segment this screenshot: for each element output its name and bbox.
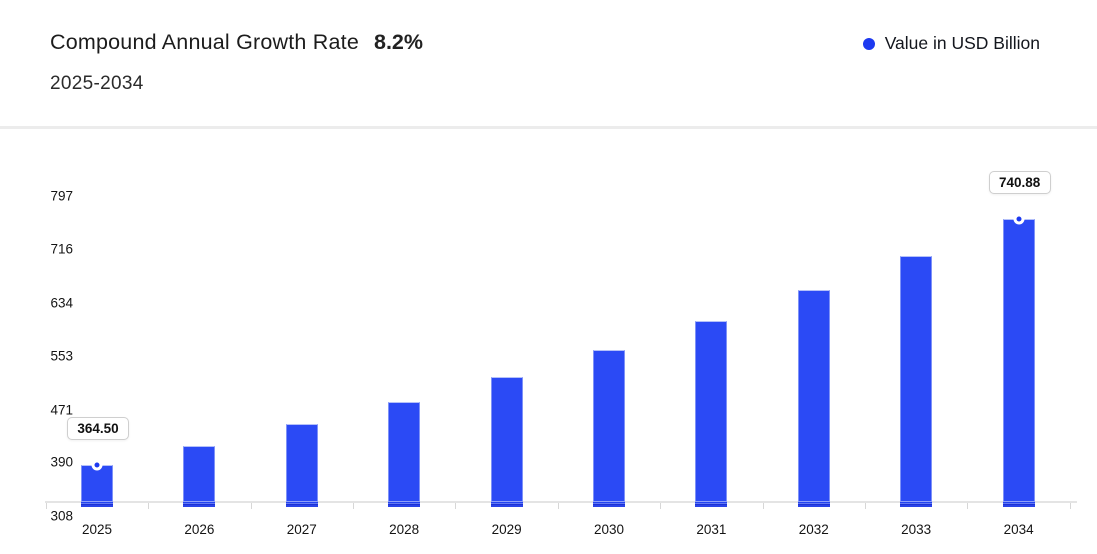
x-axis-tick [148, 503, 150, 509]
x-axis-tick [353, 503, 354, 509]
y-axis-label: 716 [50, 241, 73, 257]
x-axis-label: 2031 [696, 522, 727, 537]
bar-2028[interactable] [388, 401, 421, 507]
x-axis-label: 2033 [901, 522, 932, 537]
bar-2032[interactable] [797, 289, 830, 508]
y-axis-label: 471 [50, 402, 73, 417]
x-axis-tick [865, 503, 866, 509]
bar-2034[interactable] [1002, 219, 1035, 507]
x-axis-label: 2026 [184, 522, 215, 537]
x-axis-label: 2029 [491, 522, 522, 537]
x-axis-tick [45, 503, 47, 509]
x-axis-tick [660, 503, 662, 509]
bar-2033[interactable] [900, 255, 933, 508]
x-axis-label: 2027 [286, 522, 317, 537]
bar-2031[interactable] [695, 321, 728, 507]
bar-2026[interactable] [183, 445, 216, 507]
x-axis-label: 2030 [593, 522, 625, 537]
x-axis-label: 2028 [389, 522, 420, 537]
y-axis-label: 553 [50, 348, 73, 364]
legend-marker-icon [862, 37, 875, 50]
chart-title: Compound Annual Growth Rate [50, 30, 359, 54]
x-axis-tick [1069, 503, 1071, 509]
y-axis-label: 390 [50, 454, 73, 470]
data-point-marker-icon[interactable] [1013, 213, 1025, 225]
x-axis-label: 2025 [81, 522, 113, 537]
data-label-2025: 364.50 [67, 417, 129, 441]
bar-2027[interactable] [285, 424, 318, 507]
x-axis-tick [967, 503, 969, 509]
legend-item-value-usd-billion[interactable]: Value in USD Billion [862, 33, 1040, 54]
x-axis-tick [250, 503, 252, 509]
chart-subtitle: 2025-2034 [50, 73, 144, 94]
x-axis-label: 2034 [1003, 522, 1034, 537]
header-divider [0, 126, 1097, 129]
data-point-marker-icon[interactable] [91, 459, 103, 471]
chart-header: Compound Annual Growth Rate 8.2% [50, 30, 423, 55]
data-label-2034: 740.88 [988, 171, 1051, 195]
x-axis-tick [557, 503, 559, 509]
y-axis-label: 308 [50, 508, 73, 524]
x-axis-line [45, 501, 1077, 503]
x-axis-label: 2032 [798, 522, 829, 537]
legend-label: Value in USD Billion [884, 33, 1040, 53]
bar-2030[interactable] [593, 350, 625, 507]
y-axis-label: 797 [50, 188, 73, 204]
y-axis-label: 634 [50, 295, 73, 311]
bar-2025[interactable] [81, 465, 113, 507]
x-axis-tick [762, 503, 764, 509]
x-axis-tick [455, 503, 457, 509]
bar-2029[interactable] [490, 376, 523, 508]
cagr-value: 8.2% [373, 30, 423, 54]
